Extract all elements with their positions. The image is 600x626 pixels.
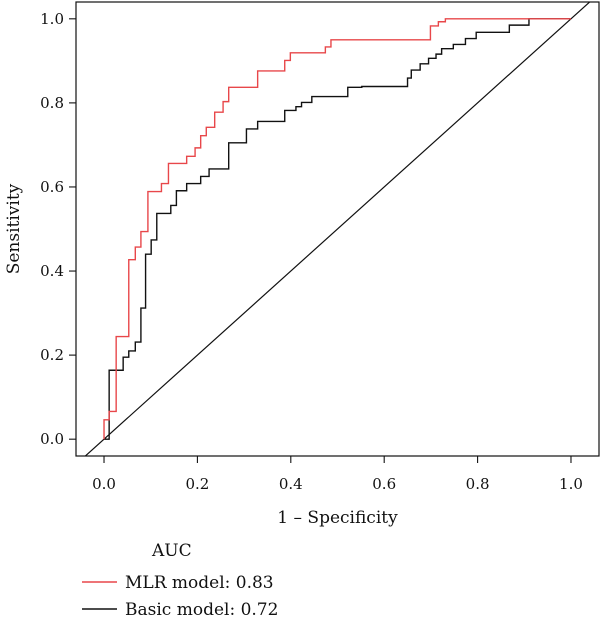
y-tick-label: 0.6: [40, 178, 64, 196]
y-axis-title: Sensitivity: [4, 183, 24, 274]
y-tick-label: 0.4: [40, 262, 64, 280]
y-tick-label: 0.2: [40, 346, 64, 364]
x-tick-label: 0.6: [372, 475, 396, 493]
legend: AUC MLR model: 0.83 Basic model: 0.72: [82, 541, 278, 620]
plot-frame: [75, 1, 600, 457]
x-axis-title: 1 – Specificity: [277, 508, 398, 528]
y-tick-label: 0.8: [40, 94, 64, 112]
reference-diagonal-line: [84, 2, 591, 456]
x-tick-label: 0.4: [279, 475, 303, 493]
axes: 0.0 0.2 0.4 0.6 0.8 1.0 0.0 0.2 0.4 0.6 0.8 1.0: [40, 10, 583, 493]
x-tick-label: 1.0: [559, 475, 583, 493]
x-tick-label: 0.8: [466, 475, 490, 493]
y-tick-label: 1.0: [40, 10, 64, 28]
legend-title: AUC: [151, 541, 192, 561]
plot-area: [84, 2, 591, 456]
series-line-basic-model: [104, 18, 571, 440]
legend-label-mlr-model: MLR model: 0.83: [125, 573, 274, 593]
y-tick-label: 0.0: [40, 430, 64, 448]
x-tick-label: 0.2: [185, 475, 209, 493]
x-tick-label: 0.0: [92, 475, 116, 493]
legend-label-basic-model: Basic model: 0.72: [125, 600, 278, 620]
series-line-mlr-model: [103, 18, 571, 440]
